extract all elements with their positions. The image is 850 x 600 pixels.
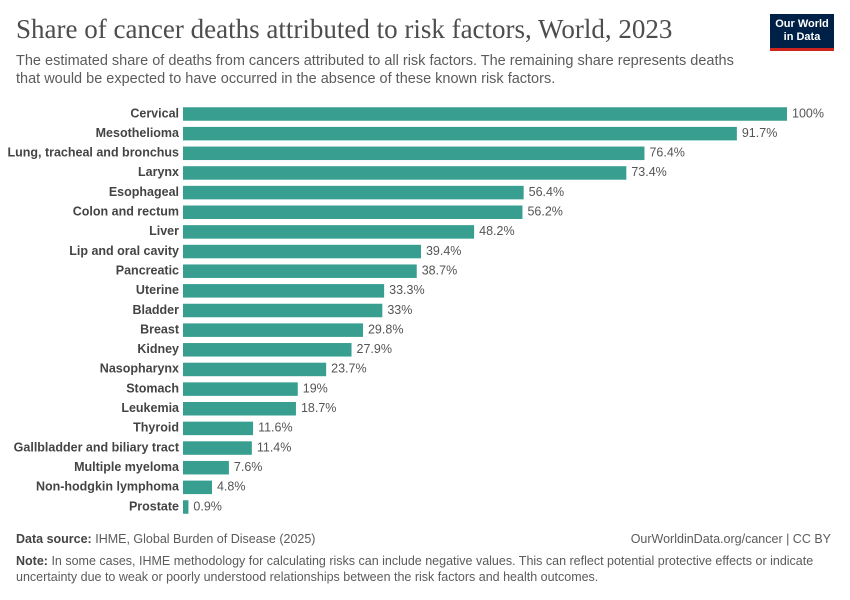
category-label: Colon and rectum [73,205,179,219]
value-label: 33% [387,303,412,317]
category-label: Mesothelioma [96,126,180,140]
bar [183,343,352,357]
category-label: Esophageal [109,185,179,199]
value-label: 73.4% [631,165,666,179]
value-label: 4.8% [217,480,246,494]
bar [183,362,327,377]
value-label: 11.4% [257,440,292,454]
logo-line: in Data [783,31,821,43]
bar [183,421,254,436]
value-label: 11.6% [258,421,293,435]
bar [183,323,363,337]
bar [183,126,737,141]
source-text: IHME, Global Burden of Disease (2025) [95,532,316,546]
value-label: 100% [792,106,824,120]
bar [183,460,229,475]
value-label: 39.4% [426,244,461,258]
bar [183,402,296,416]
value-label: 38.7% [422,263,457,277]
chart-title: Share of cancer deaths attributed to ris… [16,14,673,44]
value-label: 23.7% [331,362,366,376]
category-label: Bladder [132,303,179,317]
category-label: Lip and oral cavity [69,244,179,258]
bar [183,441,252,455]
source-label: Data source: [16,532,92,546]
bar [183,500,189,514]
category-label: Pancreatic [116,263,179,277]
category-label: Stomach [126,381,179,395]
value-label: 56.4% [529,185,564,199]
category-label: Larynx [138,165,179,179]
note-label: Note: [16,554,48,568]
value-label: 7.6% [234,460,262,474]
chart: Cervical 100% Mesothelioma 91.7% Lung, trach… [7,106,824,514]
value-label: 18.7% [301,401,336,415]
bar [183,107,787,121]
bar [183,146,645,161]
bar [183,264,417,278]
bar [183,382,298,396]
category-label: Prostate [129,499,179,513]
category-label: Cervical [130,106,179,120]
category-label: Gallbladder and biliary tract [14,440,180,454]
logo[interactable]: Our World in Data [770,14,834,51]
category-label: Lung, tracheal and bronchus [7,146,179,160]
bar [183,166,627,180]
bar [183,205,523,219]
category-label: Leukemia [121,401,180,415]
bar [183,225,475,239]
value-label: 76.4% [649,146,684,160]
value-label: 19% [303,381,328,395]
value-label: 56.2% [527,205,562,219]
value-label: 33.3% [389,283,424,297]
category-label: Multiple myeloma [74,460,180,474]
value-label: 27.9% [357,342,392,356]
value-label: 0.9% [193,499,222,513]
category-label: Non-hodgkin lymphoma [36,480,180,494]
note-text: In some cases, IHME methodology for calc… [16,554,814,584]
category-label: Kidney [137,342,179,356]
category-label: Uterine [136,283,179,297]
bar [183,185,524,200]
bar [183,244,421,259]
category-label: Nasopharynx [100,362,179,376]
logo-line: Our World [775,18,829,30]
category-label: Thyroid [133,421,179,435]
category-label: Liver [149,224,179,238]
bar [183,480,212,495]
url[interactable]: OurWorldinData.org/cancer | CC BY [630,532,831,546]
value-label: 29.8% [368,322,403,336]
bar [183,303,383,318]
note: Note: In some cases, IHME methodology fo… [16,553,816,585]
value-label: 91.7% [742,126,777,140]
category-label: Breast [140,322,180,336]
chart-subtitle: The estimated share of deaths from cance… [16,53,734,87]
source: Data source: IHME, Global Burden of Dise… [16,532,315,546]
bar [183,284,385,298]
value-label: 48.2% [479,224,514,238]
